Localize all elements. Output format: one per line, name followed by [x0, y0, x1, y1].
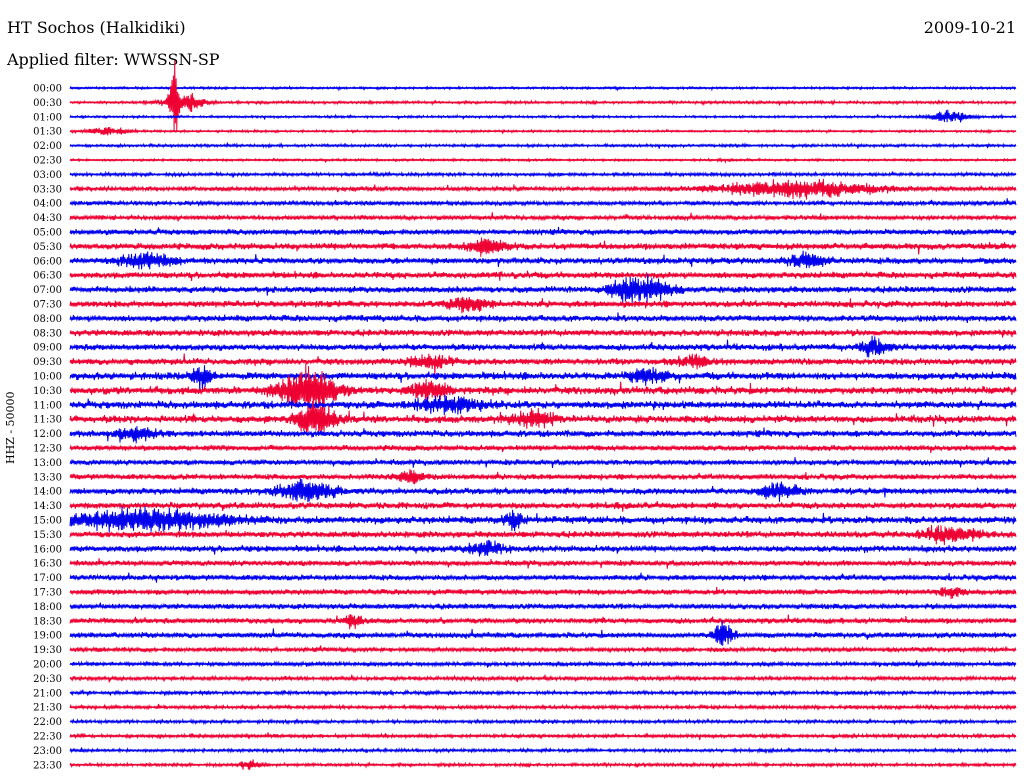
trace-time-label: 08:00	[33, 314, 62, 325]
trace-0530	[69, 237, 1017, 257]
trace-time-label: 21:30	[33, 703, 62, 714]
trace-time-label: 22:00	[33, 717, 62, 728]
trace-0930	[69, 353, 1017, 376]
trace-time-label: 15:30	[33, 530, 62, 541]
trace-1730	[69, 586, 1017, 600]
trace-time-label: 13:30	[33, 472, 62, 483]
trace-0100	[69, 109, 1017, 123]
record-date: 2009-10-21	[923, 18, 1016, 37]
trace-time-label: 02:00	[33, 141, 62, 152]
trace-time-label: 19:30	[33, 645, 62, 656]
trace-time-label: 06:00	[33, 256, 62, 267]
trace-time-label: 06:30	[33, 271, 62, 282]
trace-1430	[69, 501, 1017, 512]
trace-time-label: 19:00	[33, 631, 62, 642]
trace-0030	[69, 60, 1017, 132]
trace-time-label: 04:30	[33, 213, 62, 224]
trace-time-label: 09:00	[33, 343, 62, 354]
trace-time-label: 07:30	[33, 300, 62, 311]
trace-time-label: 09:30	[33, 357, 62, 368]
trace-time-label: 03:00	[33, 170, 62, 181]
trace-1900	[69, 620, 1017, 646]
trace-0600	[69, 250, 1017, 270]
trace-time-label: 17:00	[33, 573, 62, 584]
trace-1230	[69, 444, 1017, 454]
trace-time-label: 02:30	[33, 156, 62, 167]
trace-time-label: 10:00	[33, 372, 62, 383]
filter-label: Applied filter: WWSSN-SP	[7, 50, 220, 69]
trace-time-label: 16:00	[33, 544, 62, 555]
trace-0430	[69, 212, 1017, 222]
trace-time-label: 05:30	[33, 242, 62, 253]
trace-time-label: 22:30	[33, 732, 62, 743]
trace-0800	[69, 312, 1017, 323]
trace-time-label: 00:00	[33, 84, 62, 95]
trace-1100	[69, 394, 1017, 416]
trace-time-label: 07:00	[33, 285, 62, 296]
trace-time-label: 10:30	[33, 386, 62, 397]
trace-1500	[69, 506, 1017, 533]
trace-time-label: 00:30	[33, 98, 62, 109]
trace-0500	[69, 226, 1017, 236]
trace-time-label: 17:30	[33, 588, 62, 599]
trace-time-label: 11:30	[33, 415, 62, 426]
trace-time-label: 01:00	[33, 112, 62, 123]
trace-1400	[69, 478, 1017, 503]
trace-time-label: 12:00	[33, 429, 62, 440]
trace-time-label: 04:00	[33, 199, 62, 210]
trace-time-label: 05:00	[33, 228, 62, 239]
trace-0700	[69, 273, 1017, 304]
trace-time-label: 20:30	[33, 674, 62, 685]
trace-time-label: 01:30	[33, 127, 62, 138]
station-title: HT Sochos (Halkidiki)	[7, 18, 186, 37]
trace-time-label: 03:30	[33, 184, 62, 195]
trace-1830	[69, 614, 1017, 630]
trace-0400	[69, 198, 1017, 208]
trace-time-label: 12:30	[33, 444, 62, 455]
trace-time-label: 11:00	[33, 400, 62, 411]
trace-time-label: 14:00	[33, 487, 62, 498]
trace-time-label: 23:30	[33, 760, 62, 771]
trace-time-label: 20:00	[33, 660, 62, 671]
trace-1200	[69, 426, 1017, 444]
trace-time-label: 23:00	[33, 746, 62, 757]
trace-time-label: 18:00	[33, 602, 62, 613]
trace-time-label: 15:00	[33, 516, 62, 527]
trace-time-label: 16:30	[33, 559, 62, 570]
trace-time-label: 18:30	[33, 616, 62, 627]
trace-time-label: 08:30	[33, 328, 62, 339]
trace-time-label: 21:00	[33, 688, 62, 699]
trace-time-label: 13:00	[33, 458, 62, 469]
trace-0730	[69, 296, 1017, 314]
trace-1000	[69, 365, 1017, 391]
trace-time-label: 14:30	[33, 501, 62, 512]
